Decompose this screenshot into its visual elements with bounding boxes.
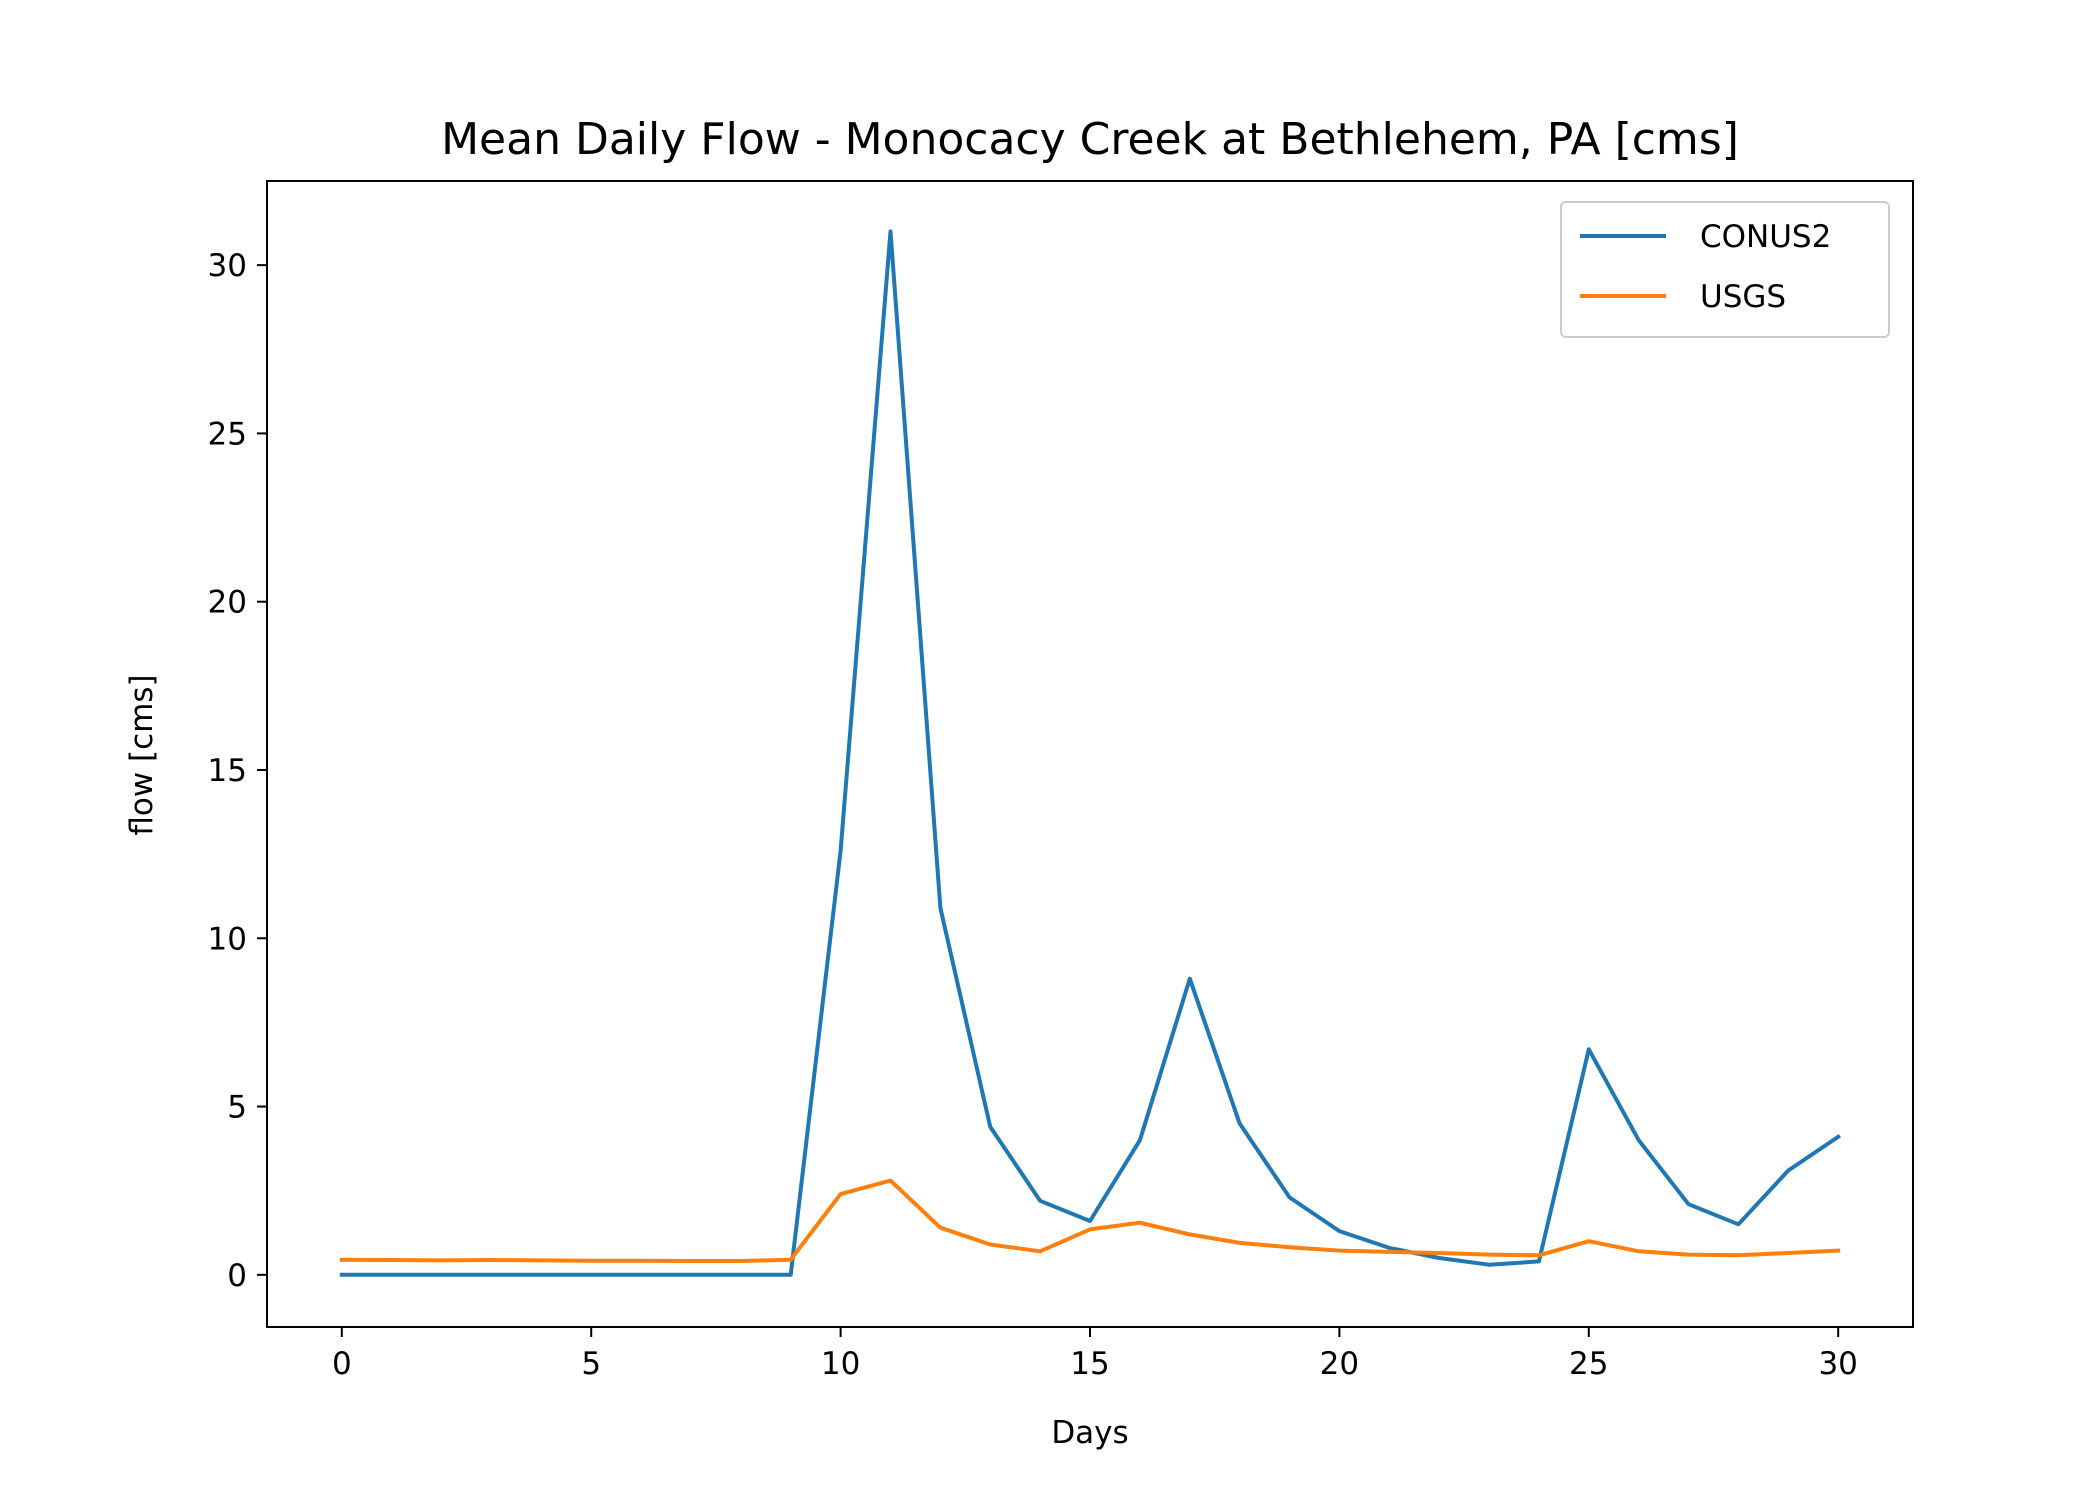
- y-tick-label: 25: [208, 416, 247, 452]
- series-line-conus2: [339, 229, 1841, 1277]
- y-tick-label: 20: [208, 585, 247, 621]
- x-tick-label: 15: [1070, 1346, 1109, 1382]
- y-tick-label: 10: [208, 921, 247, 957]
- legend-label-usgs: USGS: [1700, 279, 1786, 315]
- x-tick-label: 10: [821, 1346, 860, 1382]
- x-axis-label: Days: [1051, 1415, 1128, 1451]
- series-line-usgs: [339, 1178, 1841, 1263]
- x-axis: 0 5 10 15 20 25 30: [332, 1327, 1858, 1382]
- x-tick-label: 30: [1818, 1346, 1857, 1382]
- y-tick-label: 30: [208, 248, 247, 284]
- x-tick-label: 5: [581, 1346, 601, 1382]
- legend: CONUS2 USGS: [1560, 201, 1890, 338]
- x-tick-label: 25: [1569, 1346, 1608, 1382]
- y-axis-label: flow [cms]: [124, 674, 160, 835]
- plot-frame: [266, 180, 1914, 1328]
- x-tick-label: 0: [332, 1346, 352, 1382]
- y-tick-label: 5: [227, 1090, 247, 1126]
- y-tick-label: 15: [208, 753, 247, 789]
- y-tick-label: 0: [227, 1258, 247, 1294]
- y-axis: 0 5 10 15 20 25 30: [208, 248, 267, 1294]
- legend-label-conus2: CONUS2: [1700, 219, 1831, 255]
- plot-area: [339, 229, 1841, 1277]
- chart-title: Mean Daily Flow - Monocacy Creek at Beth…: [441, 114, 1739, 165]
- x-tick-label: 20: [1320, 1346, 1359, 1382]
